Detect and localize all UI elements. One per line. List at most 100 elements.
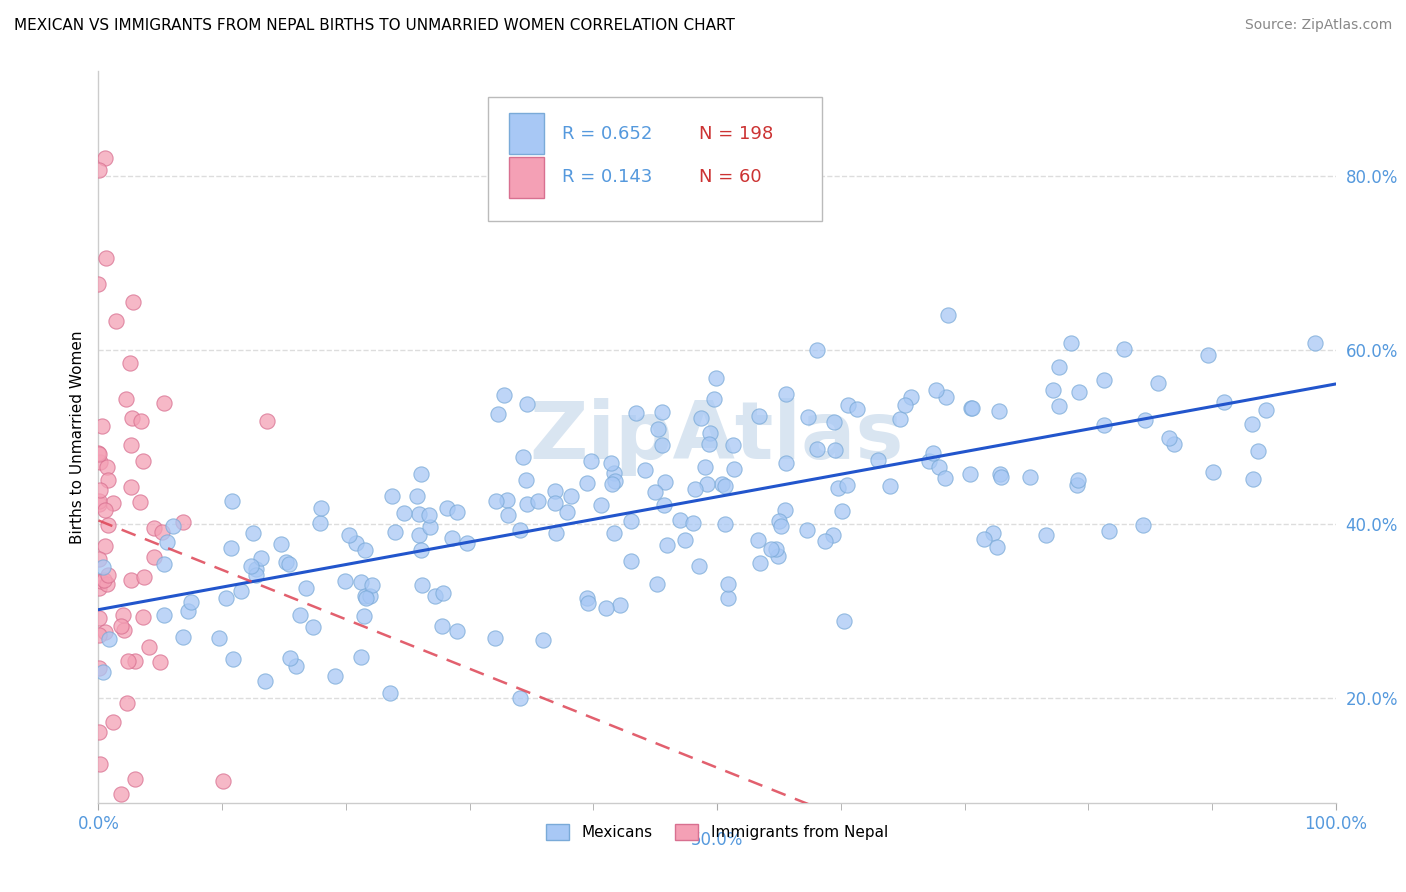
Point xyxy=(934,471,956,485)
Point xyxy=(87,493,110,508)
Point xyxy=(120,573,142,587)
Point xyxy=(354,591,377,605)
Text: N = 60: N = 60 xyxy=(699,169,761,186)
Point xyxy=(172,630,194,644)
Point xyxy=(270,537,292,551)
Point xyxy=(879,479,901,493)
Point xyxy=(693,460,716,475)
Point xyxy=(484,632,506,646)
Point xyxy=(208,631,231,645)
Point xyxy=(94,625,117,640)
Point xyxy=(308,516,330,530)
Point xyxy=(655,538,678,552)
Point xyxy=(120,479,142,493)
Point xyxy=(353,609,375,624)
Point xyxy=(245,562,267,576)
Point xyxy=(153,607,176,622)
Point xyxy=(242,526,264,541)
Point xyxy=(721,438,744,452)
Point xyxy=(411,578,433,592)
Point xyxy=(97,518,120,533)
Point xyxy=(353,589,375,603)
Point xyxy=(409,467,432,481)
Point xyxy=(889,411,911,425)
Point xyxy=(103,714,125,729)
Point xyxy=(748,556,770,570)
Point xyxy=(87,581,110,595)
Point xyxy=(546,525,568,540)
Point xyxy=(381,490,404,504)
Point xyxy=(231,584,253,599)
Point xyxy=(921,446,943,460)
Point xyxy=(87,163,110,178)
Text: ZipAtlas: ZipAtlas xyxy=(530,398,904,476)
Point xyxy=(620,554,643,568)
Point xyxy=(96,459,118,474)
Text: Source: ZipAtlas.com: Source: ZipAtlas.com xyxy=(1244,18,1392,32)
FancyBboxPatch shape xyxy=(509,113,544,153)
Point xyxy=(576,591,599,605)
Point xyxy=(419,520,441,534)
Point xyxy=(333,574,356,589)
Point xyxy=(359,589,381,603)
Point xyxy=(723,461,745,475)
Point xyxy=(149,655,172,669)
Point xyxy=(87,277,110,291)
Point xyxy=(117,653,139,667)
Point xyxy=(91,418,114,433)
Point xyxy=(806,343,828,357)
Point xyxy=(430,619,453,633)
Point xyxy=(219,541,242,555)
Point xyxy=(110,619,132,633)
Point xyxy=(89,757,111,772)
Point xyxy=(835,478,858,492)
Point xyxy=(710,476,733,491)
Point xyxy=(644,484,666,499)
Point xyxy=(717,577,740,591)
Point xyxy=(685,482,707,496)
Text: MEXICAN VS IMMIGRANTS FROM NEPAL BIRTHS TO UNMARRIED WOMEN CORRELATION CHART: MEXICAN VS IMMIGRANTS FROM NEPAL BIRTHS … xyxy=(14,18,735,33)
Point xyxy=(89,552,111,566)
Point xyxy=(111,608,134,623)
Point xyxy=(418,508,440,523)
Point xyxy=(512,450,534,464)
Point xyxy=(600,476,623,491)
Point xyxy=(544,496,567,510)
Point xyxy=(87,447,110,461)
Point xyxy=(172,515,194,529)
Point xyxy=(344,536,367,550)
Point xyxy=(89,628,111,642)
Point xyxy=(121,410,143,425)
Point xyxy=(337,528,360,542)
Point xyxy=(349,650,371,665)
Point xyxy=(589,498,612,512)
Point xyxy=(278,651,301,665)
Point xyxy=(89,483,111,497)
Point xyxy=(250,551,273,566)
Point xyxy=(603,475,626,489)
Point xyxy=(516,497,538,511)
Point xyxy=(485,493,508,508)
Point xyxy=(654,475,676,489)
Point xyxy=(1254,403,1277,417)
Point xyxy=(97,568,120,582)
Point xyxy=(894,398,917,412)
Point xyxy=(441,532,464,546)
Point xyxy=(90,574,112,589)
Point xyxy=(143,549,166,564)
Point xyxy=(703,392,725,407)
Point xyxy=(309,501,332,516)
Point xyxy=(1305,335,1327,350)
Point xyxy=(1241,472,1264,486)
Point xyxy=(295,582,318,596)
Point xyxy=(960,401,983,416)
Point xyxy=(1047,359,1070,374)
Point xyxy=(747,533,769,547)
Point xyxy=(1112,342,1135,356)
Point xyxy=(917,454,939,468)
Point xyxy=(579,454,602,468)
Point xyxy=(990,469,1012,483)
Point xyxy=(274,555,297,569)
Point xyxy=(153,557,176,571)
FancyBboxPatch shape xyxy=(509,157,544,197)
